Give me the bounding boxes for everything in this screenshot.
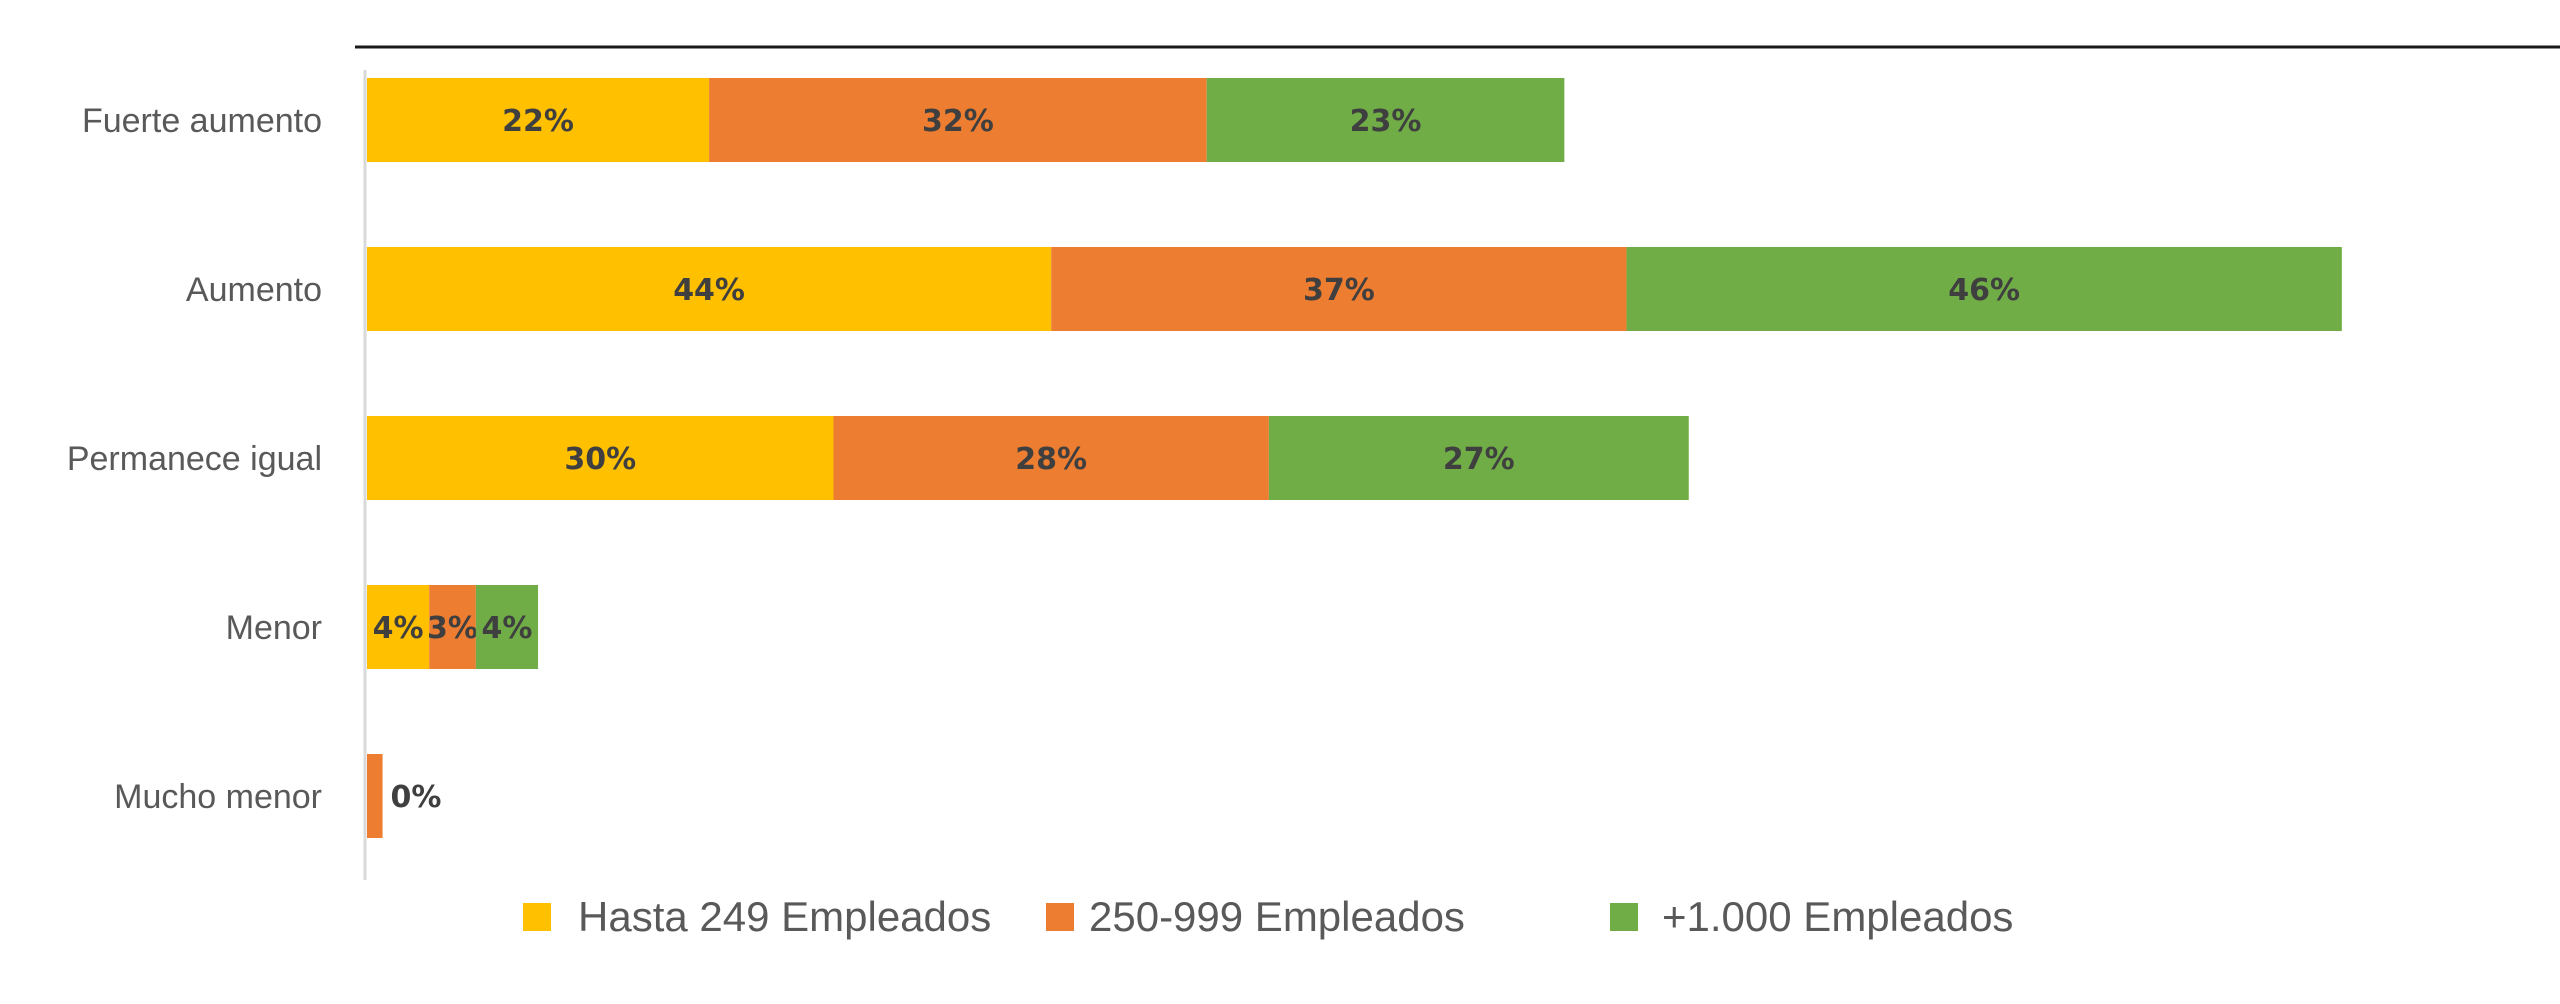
category-label-menor: Menor	[226, 609, 322, 647]
legend-label-hasta-249-empleados: Hasta 249 Empleados	[578, 893, 991, 940]
bar-250-999-empleados-mucho-menor	[367, 754, 383, 838]
category-label-mucho-menor: Mucho menor	[114, 778, 322, 816]
data-label-250-999-empleados-permanece-igual: 28%	[1015, 442, 1087, 477]
legend-label-1-000-empleados: +1.000 Empleados	[1662, 893, 2013, 940]
data-label-250-999-empleados-mucho-menor: 0%	[391, 780, 442, 815]
data-label-hasta-249-empleados-aumento: 44%	[673, 273, 745, 308]
data-label-1-000-empleados-menor: 4%	[481, 611, 532, 646]
data-label-250-999-empleados-aumento: 37%	[1303, 273, 1375, 308]
bar-1-000-empleados-permanece-igual	[1268, 416, 1689, 500]
legend: Hasta 249 Empleados 250-999 Empleados +1.0…	[523, 893, 2013, 940]
bar-hasta-249-empleados-aumento	[367, 247, 1052, 331]
bar-250-999-empleados-permanece-igual	[833, 416, 1269, 500]
legend-swatch-1-000-empleados	[1610, 903, 1638, 931]
bar-1-000-empleados-fuerte-aumento	[1206, 78, 1565, 162]
data-label-1-000-empleados-aumento: 46%	[1948, 273, 2020, 308]
legend-label-250-999-empleados: 250-999 Empleados	[1089, 893, 1465, 940]
data-label-250-999-empleados-menor: 3%	[427, 611, 478, 646]
bar-hasta-249-empleados-menor	[367, 585, 430, 669]
category-label-fuerte-aumento: Fuerte aumento	[82, 102, 322, 140]
legend-swatch-250-999-empleados	[1046, 903, 1074, 931]
bar-250-999-empleados-fuerte-aumento	[709, 78, 1207, 162]
data-label-hasta-249-empleados-menor: 4%	[373, 611, 424, 646]
legend-swatch-hasta-249-empleados	[523, 903, 551, 931]
bar-250-999-empleados-aumento	[1051, 247, 1627, 331]
bar-hasta-249-empleados-permanece-igual	[367, 416, 834, 500]
category-label-permanece-igual: Permanece igual	[67, 440, 322, 478]
bar-250-999-empleados-menor	[429, 585, 476, 669]
category-labels: Fuerte aumento Aumento Permanece igual Meno…	[67, 102, 322, 816]
data-label-250-999-empleados-fuerte-aumento: 32%	[922, 104, 994, 139]
data-label-hasta-249-empleados-permanece-igual: 30%	[564, 442, 636, 477]
category-label-aumento: Aumento	[186, 271, 322, 309]
data-label-1-000-empleados-permanece-igual: 27%	[1443, 442, 1515, 477]
bar-1-000-empleados-menor	[475, 585, 539, 669]
bars-group: 22% 32% 23% 44% 37% 46% 30% 28% 27% 4% 3% 4% 0%	[367, 78, 2342, 838]
bar-1-000-empleados-aumento	[1626, 247, 2342, 331]
bar-hasta-249-empleados-fuerte-aumento	[367, 78, 710, 162]
data-label-hasta-249-empleados-fuerte-aumento: 22%	[502, 104, 574, 139]
data-label-1-000-empleados-fuerte-aumento: 23%	[1350, 104, 1422, 139]
